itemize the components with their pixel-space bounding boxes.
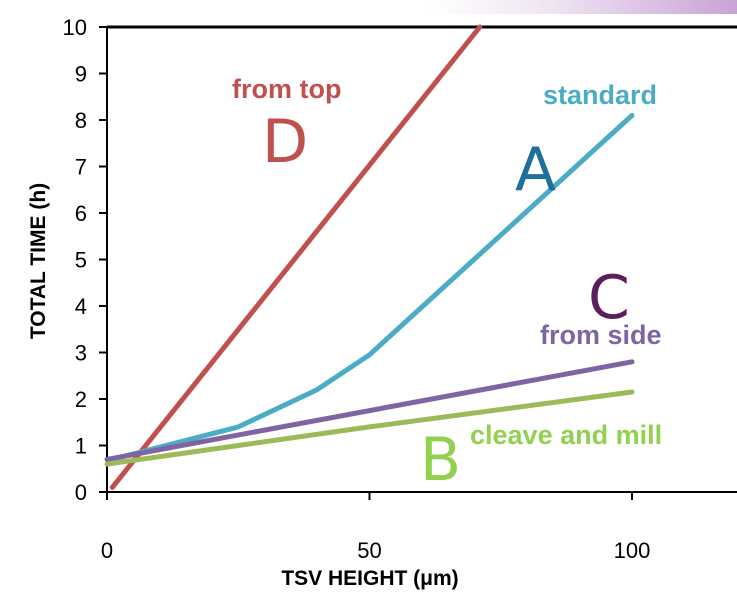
x-tick-label: 100 [614, 538, 651, 563]
axes [99, 25, 737, 500]
series-layer [104, 24, 635, 490]
y-tick-label: 3 [75, 341, 87, 366]
y-tick-label: 9 [75, 62, 87, 87]
x-tick-label: 0 [101, 538, 113, 563]
y-tick-label: 6 [75, 201, 87, 226]
x-tick-label: 50 [357, 538, 381, 563]
annotation-c-label: from side [540, 320, 662, 350]
y-tick-label: 0 [75, 480, 87, 505]
annotation-a-label: standard [543, 80, 657, 110]
y-tick-label: 4 [75, 294, 87, 319]
series-line-D [109, 24, 483, 490]
header-decoration-band [430, 0, 737, 14]
y-tick-label: 2 [75, 387, 87, 412]
annotation-b-letter: B [420, 425, 461, 495]
annotation-a-letter: A [515, 135, 556, 205]
y-tick-label: 7 [75, 155, 87, 180]
y-tick-label: 1 [75, 434, 87, 459]
y-axis-title: TOTAL TIME (h) [27, 183, 50, 339]
series-line-C [104, 359, 635, 462]
series-line-B [104, 389, 635, 467]
y-tick-label: 8 [75, 108, 87, 133]
annotation-d-label: from top [232, 74, 341, 104]
y-tick-label: 10 [63, 15, 87, 40]
annotation-b-label: cleave and mill [470, 420, 662, 450]
y-tick-label: 5 [75, 248, 87, 273]
annotation-c-letter: C [588, 263, 630, 333]
annotation-d-letter: D [262, 107, 308, 177]
series-line-A [109, 112, 635, 462]
x-axis-title: TSV HEIGHT (μm) [281, 567, 458, 590]
